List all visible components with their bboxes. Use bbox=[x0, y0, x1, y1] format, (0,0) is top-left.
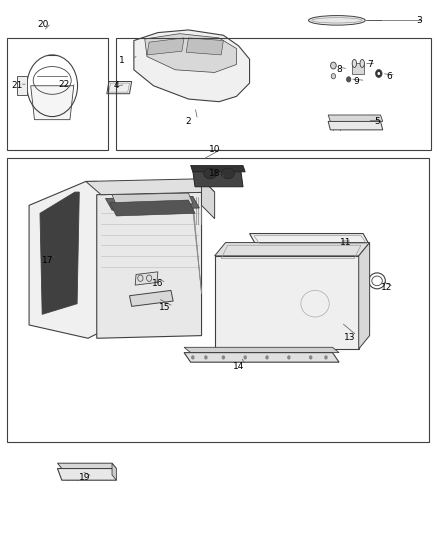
Text: 22: 22 bbox=[58, 80, 70, 89]
Polygon shape bbox=[17, 76, 27, 95]
Text: 18: 18 bbox=[209, 169, 220, 179]
Polygon shape bbox=[134, 30, 250, 102]
Text: 21: 21 bbox=[11, 81, 23, 90]
Polygon shape bbox=[250, 233, 370, 245]
Text: 2: 2 bbox=[186, 117, 191, 126]
Text: 7: 7 bbox=[367, 60, 372, 69]
Text: 15: 15 bbox=[159, 303, 170, 312]
Circle shape bbox=[222, 356, 225, 360]
Text: 8: 8 bbox=[336, 66, 342, 74]
Text: 19: 19 bbox=[79, 473, 90, 482]
Polygon shape bbox=[184, 348, 339, 353]
Polygon shape bbox=[112, 193, 193, 205]
Ellipse shape bbox=[331, 74, 336, 79]
Polygon shape bbox=[86, 179, 215, 195]
Ellipse shape bbox=[352, 60, 357, 67]
Polygon shape bbox=[130, 290, 173, 306]
Polygon shape bbox=[57, 469, 117, 480]
Bar bbox=[117, 38, 431, 150]
Ellipse shape bbox=[360, 60, 364, 67]
Text: 20: 20 bbox=[38, 20, 49, 29]
Text: 12: 12 bbox=[381, 283, 393, 292]
Text: 14: 14 bbox=[233, 362, 244, 371]
Polygon shape bbox=[57, 463, 117, 469]
Polygon shape bbox=[328, 122, 383, 130]
Ellipse shape bbox=[308, 15, 365, 25]
Circle shape bbox=[309, 356, 312, 360]
Ellipse shape bbox=[331, 62, 336, 69]
Text: 10: 10 bbox=[209, 145, 220, 154]
Circle shape bbox=[324, 356, 328, 360]
Polygon shape bbox=[191, 165, 245, 172]
Polygon shape bbox=[106, 196, 199, 210]
Text: 11: 11 bbox=[340, 238, 351, 247]
Circle shape bbox=[244, 356, 247, 360]
Polygon shape bbox=[359, 243, 370, 349]
Ellipse shape bbox=[346, 77, 351, 82]
Circle shape bbox=[287, 356, 290, 360]
Ellipse shape bbox=[378, 72, 380, 75]
Circle shape bbox=[204, 356, 208, 360]
Polygon shape bbox=[31, 86, 74, 120]
Bar bbox=[7, 158, 428, 442]
Polygon shape bbox=[193, 171, 243, 187]
Text: 1: 1 bbox=[119, 56, 125, 64]
Polygon shape bbox=[352, 63, 364, 74]
Polygon shape bbox=[97, 192, 201, 338]
Polygon shape bbox=[186, 38, 223, 55]
Polygon shape bbox=[110, 200, 195, 216]
Polygon shape bbox=[107, 82, 132, 94]
Text: 5: 5 bbox=[374, 117, 380, 126]
Polygon shape bbox=[328, 115, 383, 122]
Text: 16: 16 bbox=[152, 279, 164, 288]
Text: 3: 3 bbox=[416, 16, 422, 25]
Polygon shape bbox=[135, 272, 158, 285]
Polygon shape bbox=[147, 38, 184, 55]
Ellipse shape bbox=[221, 168, 234, 179]
Text: 9: 9 bbox=[353, 77, 360, 86]
Circle shape bbox=[191, 356, 194, 360]
Polygon shape bbox=[215, 243, 370, 256]
Ellipse shape bbox=[204, 168, 217, 179]
Polygon shape bbox=[112, 463, 117, 480]
Text: 13: 13 bbox=[344, 333, 356, 342]
Polygon shape bbox=[201, 179, 215, 219]
Text: 6: 6 bbox=[386, 72, 392, 81]
Text: 17: 17 bbox=[42, 256, 53, 264]
Polygon shape bbox=[184, 353, 339, 362]
Ellipse shape bbox=[375, 69, 382, 77]
Text: 4: 4 bbox=[113, 81, 119, 90]
Polygon shape bbox=[145, 34, 237, 72]
Polygon shape bbox=[215, 256, 359, 349]
Bar bbox=[7, 38, 108, 150]
Polygon shape bbox=[29, 181, 141, 338]
Polygon shape bbox=[40, 192, 79, 314]
Circle shape bbox=[265, 356, 269, 360]
